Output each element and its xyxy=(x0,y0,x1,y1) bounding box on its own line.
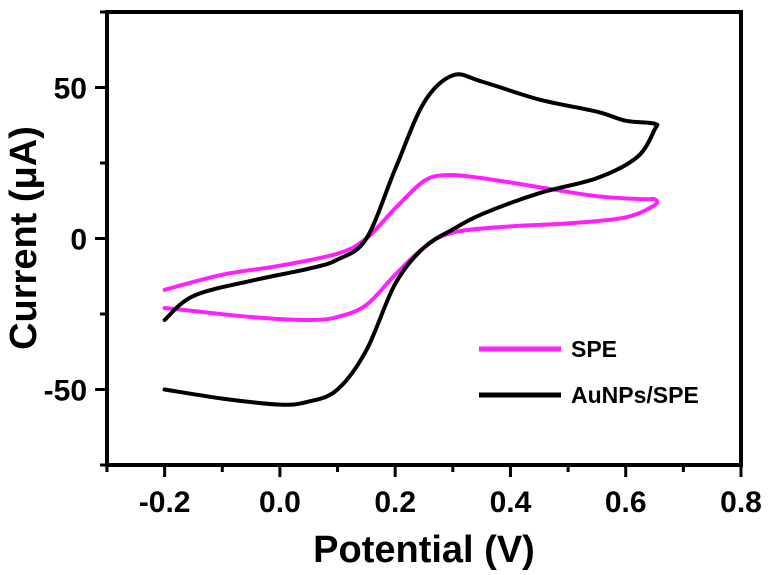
x-tick-label: 0.2 xyxy=(374,486,416,519)
legend-label: AuNPs/SPE xyxy=(571,382,699,408)
x-tick-label: 0.8 xyxy=(720,486,762,519)
legend-label: SPE xyxy=(571,336,617,362)
x-tick-label: 0.0 xyxy=(259,486,301,519)
tick-labels: -0.2 0.0 0.2 0.4 0.6 0.8 50 0 -50 xyxy=(44,73,762,520)
x-tick-label: 0.4 xyxy=(490,486,532,519)
axis-ticks xyxy=(95,10,743,477)
x-tick-label: 0.6 xyxy=(605,486,647,519)
y-tick-label: 0 xyxy=(70,224,87,257)
y-tick-label: 50 xyxy=(54,73,87,106)
y-tick-label: -50 xyxy=(44,375,87,408)
x-axis-title: Potential (V) xyxy=(313,529,535,571)
series-line-aunps-spe xyxy=(162,72,660,407)
series-line-spe xyxy=(162,173,660,322)
legend: SPE AuNPs/SPE xyxy=(479,336,699,408)
data-curves xyxy=(162,72,660,407)
x-tick-label: -0.2 xyxy=(139,486,191,519)
y-axis-title: Current (μA) xyxy=(3,126,45,350)
